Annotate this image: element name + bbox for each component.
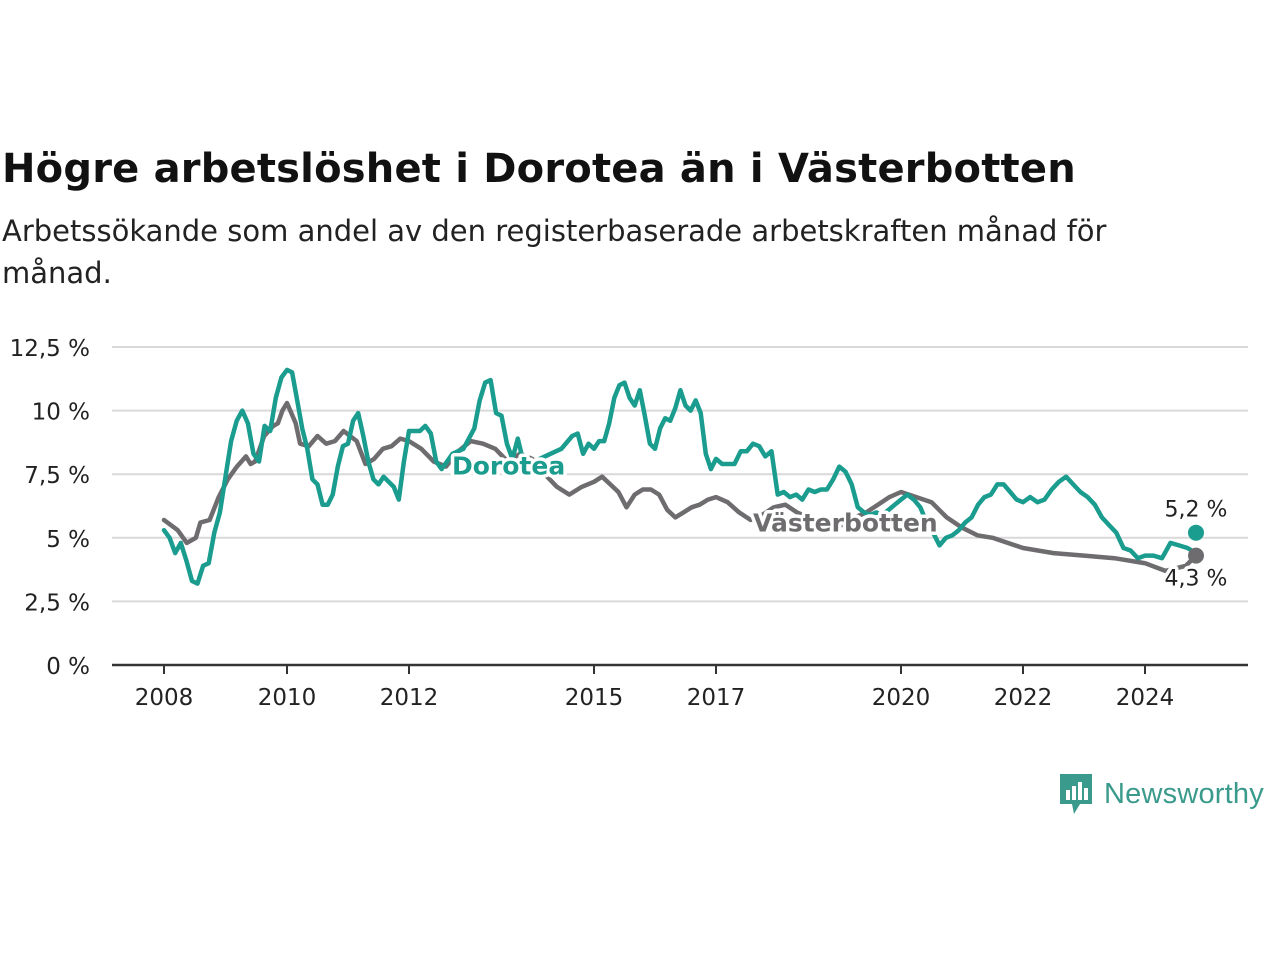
x-tick-label: 2017	[687, 685, 746, 711]
y-tick-label: 5 %	[46, 527, 90, 553]
brand-name: Newsworthy	[1104, 777, 1264, 810]
series-endpoint-dorotea	[1188, 524, 1204, 541]
chart-subtitle: Arbetssökande som andel av den registerb…	[2, 214, 1107, 290]
y-tick-label: 7,5 %	[24, 463, 90, 489]
y-tick-label: 12,5 %	[10, 336, 90, 362]
series-line-vasterbotten	[161, 400, 1199, 574]
end-value-label-vasterbotten: 4,3 %	[1165, 567, 1228, 592]
end-value-label-vasterbotten-halo: 4,3 %	[1165, 567, 1228, 592]
x-tick-label: 2010	[258, 685, 317, 711]
x-tick-label: 2020	[872, 685, 931, 711]
end-value-label-dorotea: 5,2 %	[1165, 498, 1228, 523]
x-tick-label: 2008	[135, 685, 194, 711]
brand-logo[interactable]: Newsworthy	[1058, 772, 1264, 816]
y-tick-label: 10 %	[32, 400, 90, 426]
y-tick-label: 2,5 %	[24, 590, 90, 616]
chart-title: Högre arbetslöshet i Dorotea än i Väster…	[2, 146, 1076, 192]
x-tick-label: 2015	[565, 685, 624, 711]
newsworthy-logo-icon	[1060, 774, 1092, 814]
x-tick-label: 2012	[380, 685, 439, 711]
series-label-dorotea-halo: Dorotea	[452, 451, 565, 480]
series-label-dorotea: Dorotea	[452, 451, 565, 480]
x-tick-label: 2024	[1116, 685, 1175, 711]
series-endpoint-vasterbotten	[1188, 547, 1204, 564]
line-chart: 0 % 2,5 % 5 % 7,5 % 10 % 12,5 % 2008 2010 2012 20…	[10, 336, 1248, 711]
x-tick-label: 2022	[994, 685, 1053, 711]
end-value-label-dorotea-halo: 5,2 %	[1165, 498, 1228, 523]
series-label-vasterbotten: Västerbotten	[753, 509, 938, 538]
y-tick-label: 0 %	[46, 654, 90, 680]
series-label-vasterbotten-halo: Västerbotten	[753, 509, 938, 538]
series-line-dorotea	[161, 367, 1199, 586]
